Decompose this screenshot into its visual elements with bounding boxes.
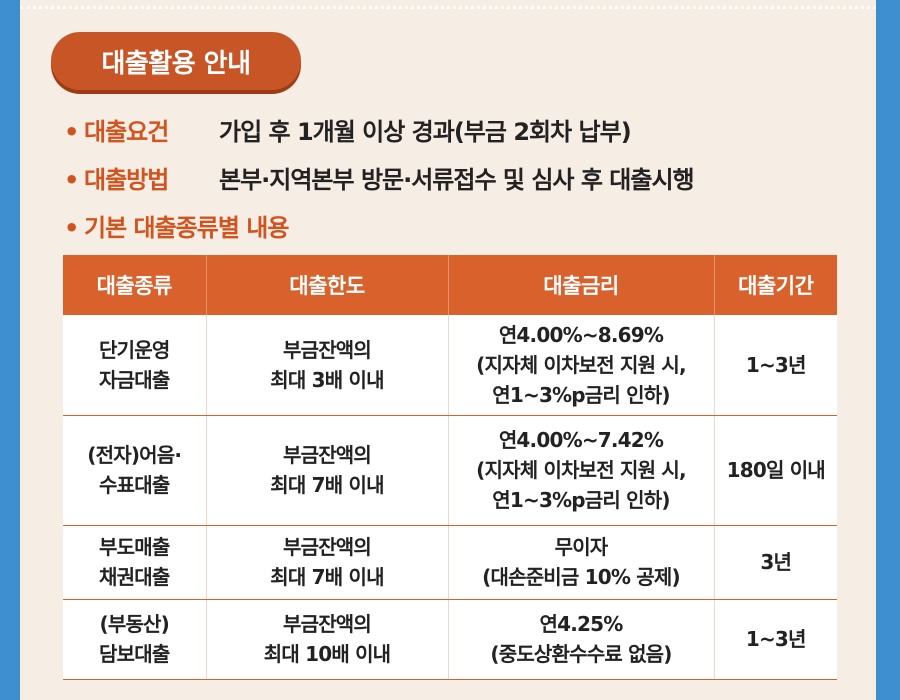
cell-type: 단기운영 자금대출	[63, 315, 207, 416]
table-header-row: 대출종류 대출한도 대출금리 대출기간	[63, 255, 837, 315]
bullet-icon: •	[64, 214, 79, 242]
info-label: 기본 대출종류별 내용	[84, 214, 289, 242]
cell-period: 1~3년	[714, 315, 837, 416]
cell-type: 부도매출 채권대출	[63, 525, 207, 600]
info-value: 가입 후 1개월 이상 경과(부금 2회차 납부)	[219, 118, 632, 146]
cell-period: 3년	[714, 525, 837, 600]
section-title: 대출활용 안내	[101, 48, 251, 79]
cell-rate: 연4.00%~7.42% (지자체 이차보전 지원 시, 연1~3%p금리 인하)	[448, 415, 715, 526]
bullet-icon: •	[64, 118, 79, 146]
info-label: 대출요건	[84, 118, 169, 146]
table-row: (부동산) 담보대출 부금잔액의 최대 10배 이내 연4.25% (중도상환수수료 …	[63, 599, 837, 680]
section-title-badge: 대출활용 안내	[51, 32, 301, 90]
cell-type: (전자)어음· 수표대출	[63, 415, 207, 526]
header-loan-period: 대출기간	[714, 255, 837, 315]
header-loan-limit: 대출한도	[206, 255, 449, 315]
cell-rate: 연4.00%~8.69% (지자체 이차보전 지원 시, 연1~3%p금리 인하)	[448, 315, 715, 416]
table-row: (전자)어음· 수표대출 부금잔액의 최대 7배 이내 연4.00%~7.42% (지…	[63, 415, 837, 526]
info-requirement: • 대출요건 가입 후 1개월 이상 경과(부금 2회차 납부)	[64, 112, 632, 147]
cell-rate: 무이자 (대손준비금 10% 공제)	[448, 525, 715, 600]
cell-limit: 부금잔액의 최대 3배 이내	[206, 315, 449, 416]
cell-period: 180일 이내	[714, 415, 837, 526]
header-loan-type: 대출종류	[63, 255, 207, 315]
info-value: 본부·지역본부 방문·서류접수 및 심사 후 대출시행	[219, 166, 695, 194]
table-row: 단기운영 자금대출 부금잔액의 최대 3배 이내 연4.00%~8.69% (지자체 …	[63, 315, 837, 416]
cell-rate: 연4.25% (중도상환수수료 없음)	[448, 599, 715, 680]
cell-limit: 부금잔액의 최대 10배 이내	[206, 599, 449, 680]
cell-type: (부동산) 담보대출	[63, 599, 207, 680]
info-label: 대출방법	[84, 166, 169, 194]
dotted-divider	[20, 6, 876, 9]
info-method: • 대출방법 본부·지역본부 방문·서류접수 및 심사 후 대출시행	[64, 160, 695, 195]
loan-table: 대출종류 대출한도 대출금리 대출기간 단기운영 자금대출 부금잔액의 최대 3배 …	[63, 255, 837, 680]
table-row: 부도매출 채권대출 부금잔액의 최대 7배 이내 무이자 (대손준비금 10% 공제)…	[63, 525, 837, 600]
info-loan-types: • 기본 대출종류별 내용	[64, 208, 289, 243]
header-loan-rate: 대출금리	[448, 255, 715, 315]
bullet-icon: •	[64, 166, 79, 194]
cell-limit: 부금잔액의 최대 7배 이내	[206, 415, 449, 526]
cell-limit: 부금잔액의 최대 7배 이내	[206, 525, 449, 600]
cell-period: 1~3년	[714, 599, 837, 680]
